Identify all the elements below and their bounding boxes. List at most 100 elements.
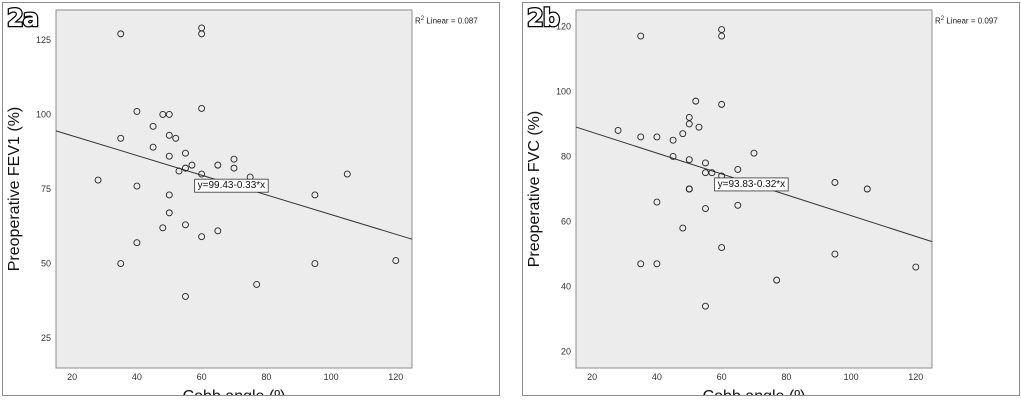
data-point: [708, 169, 716, 177]
data-point: [133, 107, 141, 115]
data-point: [702, 169, 709, 177]
y-tick-label: 50: [41, 259, 51, 269]
data-point: [311, 191, 319, 199]
x-axis-label: Cobb angle (º): [183, 388, 286, 395]
data-point: [702, 205, 709, 212]
data-point: [117, 260, 125, 268]
data-point: [182, 164, 189, 172]
x-tick-label: 120: [908, 372, 923, 382]
panel-label: 2b: [526, 4, 561, 32]
x-tick-label: 40: [132, 372, 142, 382]
y-tick-label: 40: [561, 282, 571, 292]
data-point: [614, 126, 622, 134]
data-point: [702, 302, 709, 310]
chart-panel-2b: 20 40 60 80 100 120 20 40 60 80 100 120 Cobb angle (…: [522, 2, 1020, 396]
data-point: [679, 224, 687, 232]
y-tick-label: 120: [556, 21, 571, 31]
y-axis-label: Preoperative FVC (%): [526, 111, 543, 268]
data-point: [669, 153, 677, 160]
data-point: [214, 227, 222, 235]
scatter-plot-2a: 20 40 60 80 100 120 25 50 75 100 125 Cobb angle (º)…: [6, 9, 413, 395]
scatter-plot-2b: 20 40 60 80 100 120 20 40 60 80 100 120 Cobb angle (…: [526, 9, 933, 395]
data-point: [117, 30, 125, 38]
data-point: [149, 143, 157, 151]
data-point: [734, 201, 742, 209]
data-point: [182, 149, 189, 157]
x-axis-label: Cobb angle (º): [703, 388, 806, 395]
x-tick-label: 20: [67, 372, 77, 382]
data-point: [175, 167, 183, 175]
data-point: [773, 276, 781, 284]
data-point: [133, 182, 141, 190]
data-point: [863, 185, 871, 193]
x-tick-label: 80: [781, 372, 791, 382]
data-point: [188, 161, 196, 169]
y-tick-label: 100: [556, 86, 571, 96]
y-axis-label: Preoperative FEV1 (%): [6, 107, 23, 272]
data-point: [159, 110, 167, 118]
data-point: [230, 155, 238, 163]
equation-box: [714, 177, 789, 192]
data-point: [165, 110, 173, 118]
y-tick-label: 60: [561, 217, 571, 227]
r-squared-value: Linear = 0.097: [946, 16, 998, 26]
data-point: [734, 166, 742, 173]
x-tick-label: 100: [844, 372, 859, 382]
y-tick-label: 80: [561, 151, 571, 161]
data-point: [718, 32, 726, 40]
data-point: [230, 164, 238, 172]
data-point: [198, 30, 206, 38]
data-point: [198, 233, 206, 241]
data-point: [718, 100, 726, 108]
data-point: [253, 281, 261, 288]
data-point: [117, 134, 125, 142]
data-point: [669, 136, 677, 144]
data-point: [750, 149, 758, 157]
equation-box: [194, 178, 269, 193]
data-point: [637, 260, 645, 268]
data-point: [653, 260, 661, 268]
data-point: [718, 26, 726, 33]
data-point: [165, 152, 173, 160]
data-point: [685, 120, 693, 128]
data-point: [165, 209, 173, 217]
data-point: [695, 123, 703, 131]
data-point: [94, 176, 102, 184]
data-point: [159, 224, 167, 232]
x-tick-label: 60: [717, 372, 727, 382]
panel-label: 2a: [6, 4, 40, 32]
data-point: [198, 170, 206, 178]
data-point: [912, 263, 920, 271]
data-point: [718, 244, 726, 252]
data-point: [182, 292, 189, 300]
x-tick-label: 80: [261, 372, 271, 382]
data-point: [343, 170, 351, 178]
data-point: [831, 179, 839, 186]
y-tick-label: 100: [36, 109, 51, 119]
x-tick-label: 120: [388, 372, 403, 382]
data-point: [653, 133, 661, 141]
data-point: [637, 133, 645, 141]
chart-panel-2a: 20 40 60 80 100 120 25 50 75 100 125 Cobb angle (º)…: [2, 2, 500, 396]
data-point: [637, 32, 645, 40]
r-squared-label: R2 Linear = 0.097: [935, 16, 998, 26]
data-point: [679, 130, 687, 138]
y-tick-label: 125: [36, 35, 51, 45]
data-point: [182, 221, 189, 229]
data-point: [653, 198, 661, 206]
x-tick-label: 20: [587, 372, 597, 382]
data-point: [172, 134, 180, 142]
data-point: [214, 161, 222, 169]
r-squared-label: R2 Linear = 0.087: [415, 16, 478, 26]
y-tick-label: 75: [41, 184, 51, 194]
data-point: [692, 97, 700, 105]
y-tick-label: 25: [41, 333, 51, 343]
data-point: [685, 156, 693, 164]
data-point: [831, 250, 839, 258]
data-point: [685, 185, 693, 193]
data-point: [149, 122, 157, 130]
data-point: [165, 191, 173, 199]
data-point: [311, 260, 319, 268]
data-point: [702, 159, 709, 167]
data-point: [198, 104, 206, 112]
